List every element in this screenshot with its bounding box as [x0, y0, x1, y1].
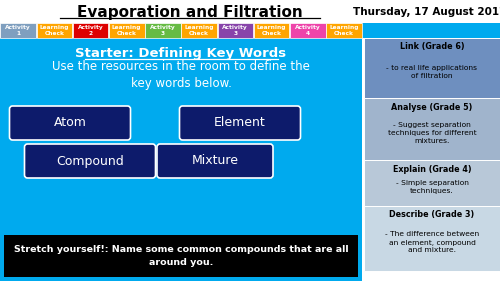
FancyBboxPatch shape [364, 38, 500, 98]
FancyBboxPatch shape [182, 23, 217, 38]
FancyBboxPatch shape [180, 106, 300, 140]
Text: - Suggest separation
techniques for different
mixtures.: - Suggest separation techniques for diff… [388, 122, 476, 144]
FancyBboxPatch shape [4, 235, 358, 277]
FancyBboxPatch shape [290, 23, 326, 38]
FancyBboxPatch shape [364, 160, 500, 206]
FancyBboxPatch shape [72, 23, 108, 38]
FancyBboxPatch shape [24, 144, 156, 178]
Text: Learning
Check: Learning Check [184, 25, 214, 36]
FancyBboxPatch shape [36, 23, 72, 38]
Text: - Simple separation
techniques.: - Simple separation techniques. [396, 180, 468, 194]
Text: Activity
4: Activity 4 [295, 25, 320, 36]
Text: Analyse (Grade 5): Analyse (Grade 5) [392, 103, 472, 112]
FancyBboxPatch shape [109, 23, 144, 38]
Text: Activity
3: Activity 3 [150, 25, 176, 36]
FancyBboxPatch shape [326, 23, 362, 38]
FancyBboxPatch shape [157, 144, 273, 178]
Text: - to real life applications
of filtration: - to real life applications of filtratio… [386, 65, 478, 79]
Text: Learning
Check: Learning Check [40, 25, 69, 36]
Text: Activity
1: Activity 1 [5, 25, 31, 36]
Text: Describe (Grade 3): Describe (Grade 3) [390, 210, 474, 219]
Text: Stretch yourself!: Name some common compounds that are all
around you.: Stretch yourself!: Name some common comp… [14, 245, 348, 267]
Text: - The difference between
an element, compound
and mixture.: - The difference between an element, com… [385, 232, 479, 253]
Text: Thursday, 17 August 2017: Thursday, 17 August 2017 [353, 7, 500, 17]
Text: Element: Element [214, 117, 266, 130]
Text: Link (Grade 6): Link (Grade 6) [400, 42, 464, 51]
FancyBboxPatch shape [364, 98, 500, 160]
Text: Explain (Grade 4): Explain (Grade 4) [392, 164, 471, 173]
Text: Evaporation and Filtration: Evaporation and Filtration [77, 4, 303, 19]
FancyBboxPatch shape [254, 23, 290, 38]
FancyBboxPatch shape [145, 23, 180, 38]
FancyBboxPatch shape [364, 206, 500, 271]
Text: Activity
2: Activity 2 [78, 25, 104, 36]
Text: Learning
Check: Learning Check [257, 25, 286, 36]
Text: Use the resources in the room to define the
key words below.: Use the resources in the room to define … [52, 60, 310, 90]
Text: Starter: Defining Key Words: Starter: Defining Key Words [76, 46, 286, 60]
Text: Compound: Compound [56, 155, 124, 167]
Text: Learning
Check: Learning Check [112, 25, 142, 36]
Text: Learning
Check: Learning Check [329, 25, 358, 36]
FancyBboxPatch shape [0, 23, 36, 38]
FancyBboxPatch shape [0, 0, 500, 23]
FancyBboxPatch shape [362, 23, 500, 38]
Text: Mixture: Mixture [192, 155, 238, 167]
FancyBboxPatch shape [0, 38, 362, 281]
Text: Activity
3: Activity 3 [222, 25, 248, 36]
FancyBboxPatch shape [10, 106, 130, 140]
Text: Atom: Atom [54, 117, 86, 130]
FancyBboxPatch shape [218, 23, 253, 38]
